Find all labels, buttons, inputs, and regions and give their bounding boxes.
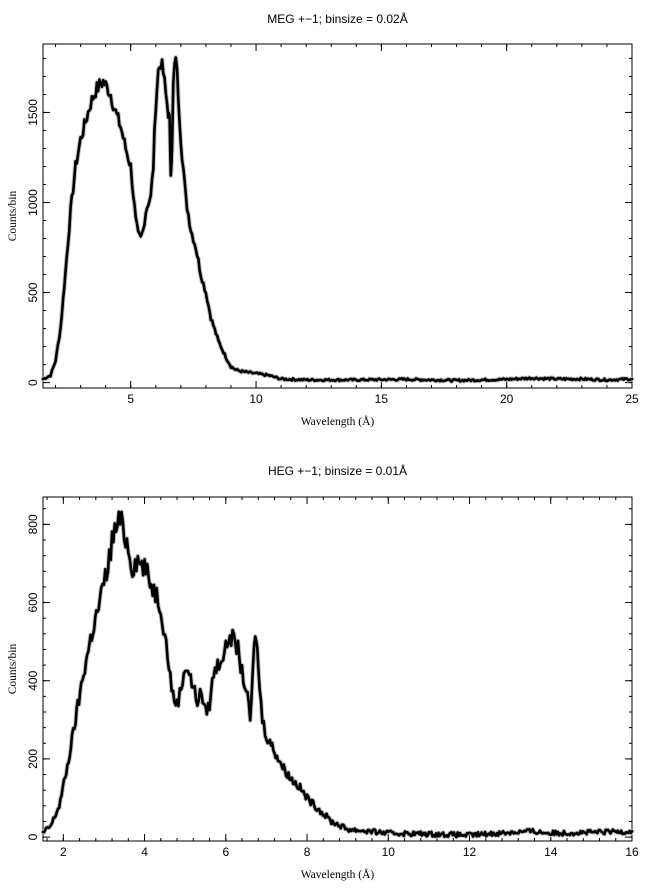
x-tick-label: 4 <box>141 845 148 859</box>
chart-title: HEG +−1; binsize = 0.01Å <box>268 463 407 478</box>
x-tick-label: 5 <box>127 392 134 406</box>
spectrum-line-series-1 <box>41 510 634 839</box>
chart-panel-1: MEG +−1; binsize = 0.02Å 5 10 15 20 25 0 500 100… <box>7 11 639 428</box>
x-tick-label: 6 <box>222 845 229 859</box>
x-tick-label: 25 <box>625 392 639 406</box>
y-tick-label: 500 <box>26 282 40 302</box>
x-tick-label: 16 <box>625 845 639 859</box>
y-tick-label: 0 <box>26 379 40 386</box>
x-axis-label: Wavelength (Å) <box>301 414 375 428</box>
x-tick-label: 15 <box>375 392 389 406</box>
x-tick-label: 12 <box>463 845 477 859</box>
error-band <box>40 55 635 384</box>
y-axis-label: Counts/bin <box>7 191 19 242</box>
plot-frame <box>42 496 633 842</box>
y-tick-label: 1000 <box>26 189 40 216</box>
y-tick-label: 200 <box>26 749 40 769</box>
chart-panel-2: HEG +−1; binsize = 0.01Å 2 4 6 8 10 12 14 16 0 200… <box>7 463 639 881</box>
x-axis-label: Wavelength (Å) <box>301 867 375 881</box>
x-tick-label: 10 <box>382 845 396 859</box>
error-band <box>40 509 635 840</box>
chart-title: MEG +−1; binsize = 0.02Å <box>267 11 407 26</box>
x-tick-label: 14 <box>544 845 558 859</box>
plot-frame <box>42 43 633 389</box>
y-tick-label: 1500 <box>26 99 40 126</box>
x-tick-label: 10 <box>249 392 263 406</box>
y-tick-label: 600 <box>26 592 40 612</box>
x-tick-label: 20 <box>500 392 514 406</box>
y-tick-label: 800 <box>26 514 40 534</box>
spectrum-line-series-1 <box>41 56 634 383</box>
y-tick-label: 400 <box>26 670 40 690</box>
x-tick-label: 8 <box>304 845 311 859</box>
y-tick-label: 0 <box>26 833 40 840</box>
y-axis-label: Counts/bin <box>7 644 19 695</box>
x-tick-label: 2 <box>60 845 67 859</box>
